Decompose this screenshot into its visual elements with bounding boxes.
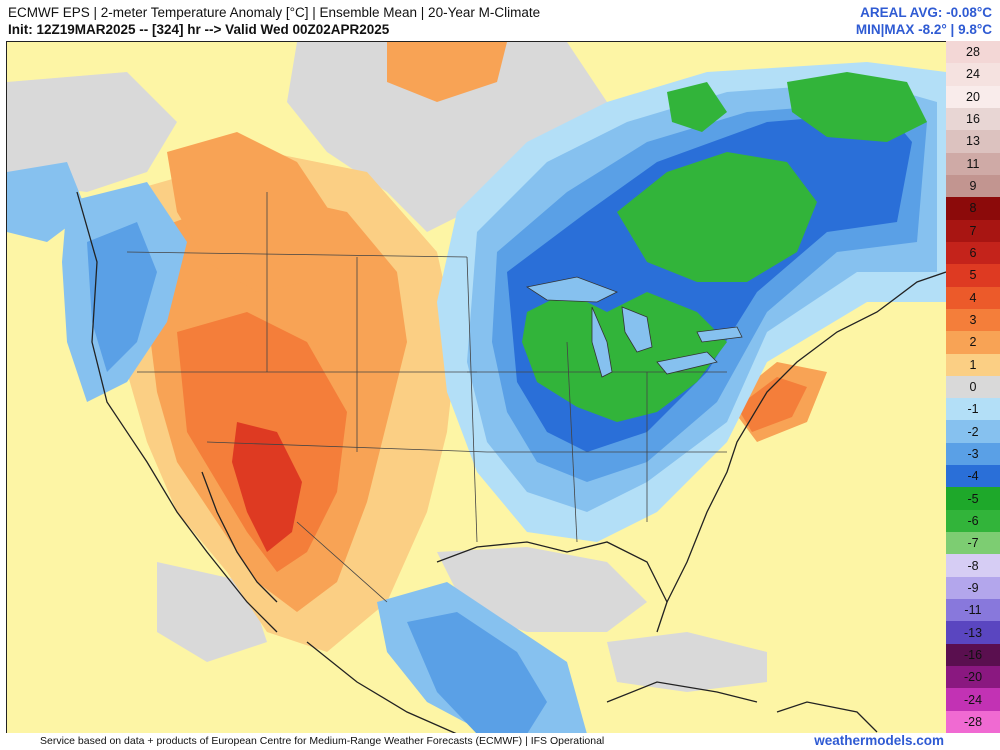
colorbar-swatch	[946, 130, 1000, 154]
colorbar-swatch	[946, 666, 1000, 689]
near-zero-north-region	[287, 42, 607, 232]
colorbar-swatch	[946, 643, 1000, 667]
colorbar-swatch	[946, 621, 1000, 645]
colorbar-swatch	[946, 219, 1000, 243]
green-quebec-core	[617, 152, 817, 282]
colorbar-swatch	[946, 308, 1000, 332]
colorbar-swatch	[946, 442, 1000, 466]
colorbar-swatch	[946, 688, 1000, 712]
warm-northwest-plume	[387, 42, 507, 102]
colorbar-swatch	[946, 509, 1000, 533]
colorbar-swatch	[946, 465, 1000, 488]
map-subtitle: Init: 12Z19MAR2025 -- [324] hr --> Valid…	[8, 22, 390, 37]
areal-average: AREAL AVG: -0.08°C	[860, 5, 992, 20]
colorbar-swatch	[946, 63, 1000, 87]
colorbar-swatch	[946, 152, 1000, 176]
map-canvas	[7, 42, 946, 734]
colorbar-swatch	[946, 420, 1000, 444]
colorbar-swatch	[946, 174, 1000, 198]
colorbar-swatch	[946, 487, 1000, 511]
colorbar-swatch	[946, 264, 1000, 288]
colorbar-swatch	[946, 286, 1000, 310]
brand-link[interactable]: weathermodels.com	[814, 733, 944, 748]
colorbar-swatch	[946, 353, 1000, 377]
colorbar-swatch	[946, 375, 1000, 399]
colorbar-swatch	[946, 41, 1000, 64]
colorbar-swatch	[946, 398, 1000, 421]
colorbar-swatch	[946, 197, 1000, 221]
cool-alaska-west	[7, 162, 87, 242]
green-great-lakes-core	[522, 292, 727, 422]
cool-pacific-northwest-core	[87, 222, 157, 372]
great-lakes	[525, 276, 743, 378]
warm-canada-plume	[167, 132, 337, 292]
state-borders	[126, 192, 727, 603]
warm-atlantic-core	[737, 377, 807, 432]
colorbar-swatch	[946, 554, 1000, 578]
anomaly-map[interactable]	[6, 41, 947, 735]
data-credit: Service based on data + products of Euro…	[40, 735, 605, 747]
green-hudson-core	[667, 82, 727, 132]
map-title: ECMWF EPS | 2-meter Temperature Anomaly …	[8, 5, 541, 20]
cool-central-america-core	[407, 612, 547, 734]
colorbar-swatch	[946, 599, 1000, 622]
colorbar-swatch	[946, 331, 1000, 354]
footer: Service based on data + products of Euro…	[0, 733, 1000, 750]
colorbar-swatch	[946, 710, 1000, 734]
colorbar-swatch	[946, 241, 1000, 265]
coastlines	[76, 191, 946, 734]
colorbar-swatch	[946, 107, 1000, 131]
near-zero-west-region	[7, 72, 177, 192]
min-max-values: MIN|MAX -8.2° | 9.8°C	[855, 22, 992, 37]
green-labrador-core	[787, 72, 927, 142]
warm-sonora-core	[232, 422, 302, 552]
colorbar-legend: 28 24 20 16 13 11 9 8 7 6 5 4 3 2 1 0 -1 -2 -3 -4 -5 -6 -7 -8 -9…	[946, 41, 1000, 734]
near-zero-caribbean	[607, 632, 767, 692]
colorbar-swatch	[946, 85, 1000, 109]
header: ECMWF EPS | 2-meter Temperature Anomaly …	[0, 0, 1000, 40]
colorbar-swatch	[946, 576, 1000, 600]
colorbar-swatch	[946, 532, 1000, 555]
